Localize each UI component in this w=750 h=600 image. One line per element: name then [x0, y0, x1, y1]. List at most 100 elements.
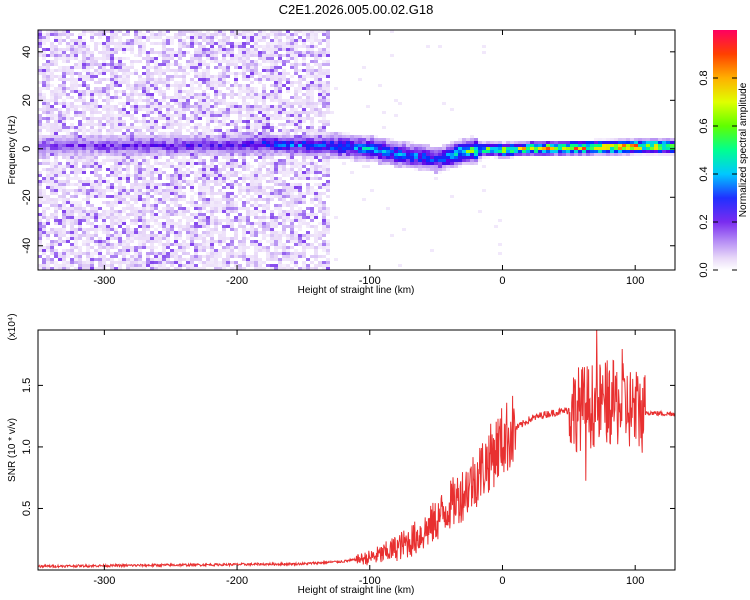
heatmap-cell: [162, 171, 166, 174]
heatmap-cell: [58, 141, 62, 144]
heatmap-cell: [266, 201, 270, 204]
heatmap-cell: [130, 228, 134, 231]
heatmap-cell: [294, 204, 298, 207]
heatmap-cell: [202, 126, 206, 129]
heatmap-cell: [354, 144, 358, 147]
heatmap-cell: [162, 198, 166, 201]
heatmap-cell: [38, 36, 42, 39]
heatmap-cell: [46, 195, 50, 198]
heatmap-cell: [46, 111, 50, 114]
heatmap-cell: [258, 204, 262, 207]
heatmap-cell: [50, 111, 54, 114]
heatmap-cell: [274, 81, 278, 84]
heatmap-cell: [274, 144, 278, 147]
heatmap-cell: [46, 63, 50, 66]
heatmap-cell: [254, 69, 258, 72]
heatmap-cell: [162, 234, 166, 237]
heatmap-cell: [42, 201, 46, 204]
heatmap-cell: [150, 267, 154, 270]
heatmap-cell: [118, 75, 122, 78]
heatmap-cell: [162, 264, 166, 267]
heatmap-cell: [154, 90, 158, 93]
heatmap-cell: [154, 135, 158, 138]
heatmap-cell: [106, 99, 110, 102]
heatmap-cell: [130, 210, 134, 213]
heatmap-cell: [282, 267, 286, 270]
heatmap-cell: [62, 144, 66, 147]
heatmap-cell: [282, 234, 286, 237]
heatmap-cell: [166, 117, 170, 120]
heatmap-cell: [98, 246, 102, 249]
heatmap-cell: [106, 234, 110, 237]
heatmap-cell: [170, 141, 174, 144]
heatmap-cell: [250, 222, 254, 225]
heatmap-cell: [254, 147, 258, 150]
heatmap-cell: [90, 129, 94, 132]
heatmap-cell: [202, 108, 206, 111]
heatmap-cell: [166, 192, 170, 195]
heatmap-cell: [262, 33, 266, 36]
heatmap-cell: [114, 36, 118, 39]
heatmap-cell: [258, 162, 262, 165]
heatmap-cell: [130, 141, 134, 144]
heatmap-cell: [250, 231, 254, 234]
heatmap-cell: [66, 147, 70, 150]
heatmap-cell: [194, 63, 198, 66]
heatmap-cell: [490, 153, 494, 156]
heatmap-cell: [122, 252, 126, 255]
heatmap-cell: [378, 138, 382, 141]
heatmap-cell: [250, 60, 254, 63]
heatmap-cell: [314, 216, 318, 219]
heatmap-cell: [318, 138, 322, 141]
heatmap-cell: [86, 258, 90, 261]
heatmap-cell: [38, 240, 42, 243]
heatmap-cell: [286, 111, 290, 114]
heatmap-cell: [478, 144, 482, 147]
heatmap-cell: [82, 69, 86, 72]
heatmap-cell: [226, 225, 230, 228]
heatmap-cell: [54, 87, 58, 90]
heatmap-cell: [162, 192, 166, 195]
heatmap-cell: [262, 249, 266, 252]
heatmap-cell: [66, 156, 70, 159]
heatmap-cell: [270, 213, 274, 216]
heatmap-cell: [446, 156, 450, 159]
heatmap-cell: [198, 99, 202, 102]
heatmap-cell: [98, 168, 102, 171]
heatmap-cell: [158, 261, 162, 264]
heatmap-cell: [206, 228, 210, 231]
heatmap-cell: [254, 45, 258, 48]
heatmap-cell: [102, 228, 106, 231]
heatmap-cell: [218, 78, 222, 81]
heatmap-cell: [294, 33, 298, 36]
heatmap-cell: [54, 75, 58, 78]
heatmap-cell: [110, 234, 114, 237]
heatmap-cell: [462, 141, 466, 144]
heatmap-cell: [298, 111, 302, 114]
heatmap-cell: [114, 144, 118, 147]
heatmap-cell: [102, 90, 106, 93]
heatmap-cell: [162, 126, 166, 129]
heatmap-cell: [274, 204, 278, 207]
heatmap-cell: [162, 39, 166, 42]
heatmap-cell: [266, 246, 270, 249]
heatmap-cell: [142, 33, 146, 36]
heatmap-cell: [158, 216, 162, 219]
heatmap-cell: [302, 120, 306, 123]
heatmap-cell: [322, 87, 326, 90]
heatmap-cell: [126, 69, 130, 72]
heatmap-cell: [62, 72, 66, 75]
heatmap-cell: [74, 216, 78, 219]
heatmap-cell: [130, 87, 134, 90]
heatmap-cell: [234, 57, 238, 60]
heatmap-cell: [74, 129, 78, 132]
heatmap-cell: [326, 186, 330, 189]
heatmap-cell: [322, 51, 326, 54]
heatmap-cell: [426, 147, 430, 150]
heatmap-cell: [58, 243, 62, 246]
heatmap-cell: [210, 237, 214, 240]
heatmap-cell: [354, 135, 358, 138]
heatmap-cell: [38, 180, 42, 183]
heatmap-cell: [266, 162, 270, 165]
heatmap-cell: [142, 138, 146, 141]
